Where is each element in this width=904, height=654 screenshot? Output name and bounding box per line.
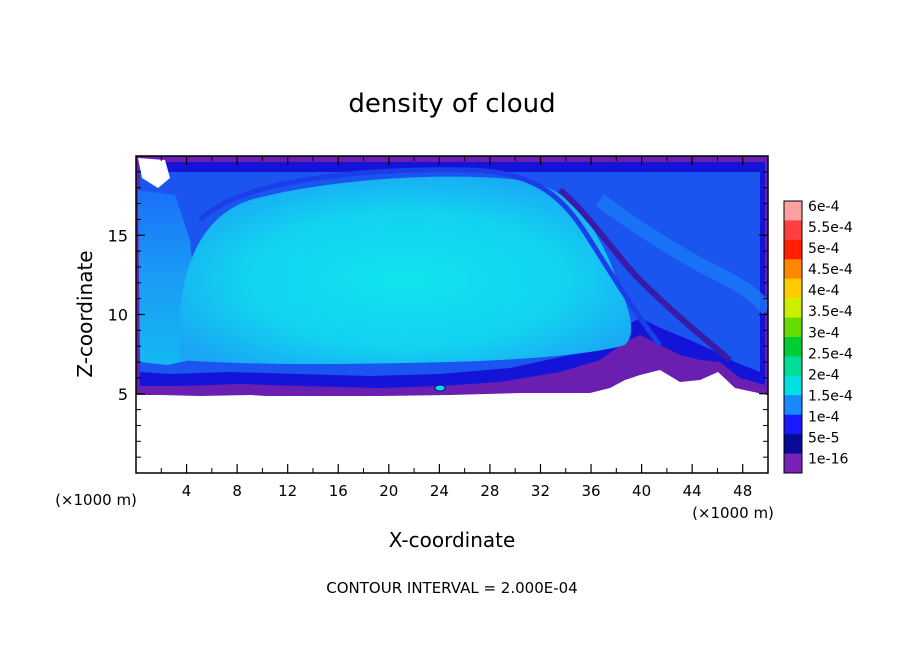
colorbar-swatch xyxy=(784,434,802,455)
x-axis-label: X-coordinate xyxy=(389,528,516,552)
colorbar-label: 3.5e-4 xyxy=(808,304,853,320)
colorbar-frame xyxy=(783,200,803,474)
contour-interval-note: CONTOUR INTERVAL = 2.000E-04 xyxy=(326,579,577,597)
x-tick-label: 12 xyxy=(278,482,297,500)
colorbar-swatch xyxy=(784,337,802,357)
hotspot xyxy=(434,384,446,392)
dome-core xyxy=(179,176,632,364)
colorbar-swatch xyxy=(784,395,802,416)
x-tick-label: 28 xyxy=(480,482,499,500)
x-tick-label: 24 xyxy=(430,482,449,500)
plot-area xyxy=(136,156,768,473)
below-cloud-base xyxy=(137,396,767,472)
colorbar-swatch xyxy=(784,259,802,280)
colorbar-swatch xyxy=(784,278,802,299)
colorbar-label: 1.5e-4 xyxy=(808,388,853,404)
colorbar-swatch xyxy=(784,220,802,241)
x-tick-label: 36 xyxy=(581,482,600,500)
colorbar-label: 4.5e-4 xyxy=(808,262,853,278)
colorbar-swatch xyxy=(784,239,802,260)
y-tick-label: 5 xyxy=(118,385,128,404)
x-tick-label: 44 xyxy=(683,482,702,500)
colorbar-label: 6e-4 xyxy=(808,199,840,215)
x-unit-label-right: (×1000 m) xyxy=(692,504,774,522)
y-axis-label: Z-coordinate xyxy=(73,250,97,377)
colorbar-label: 5.5e-4 xyxy=(808,220,853,236)
colorbar-label: 2.5e-4 xyxy=(808,346,853,362)
colorbar-swatch xyxy=(784,201,802,221)
y-tick-label: 15 xyxy=(108,226,128,245)
colorbar-swatch xyxy=(784,414,802,435)
colorbar-label: 1e-16 xyxy=(808,452,848,468)
x-unit-label-left: (×1000 m) xyxy=(55,491,137,509)
colorbar-label: 4e-4 xyxy=(808,283,840,299)
colorbar-swatch xyxy=(784,453,802,474)
colorbar-swatch xyxy=(784,356,802,377)
left-top-patch xyxy=(138,158,170,188)
x-tick-label: 48 xyxy=(733,482,752,500)
x-tick-label: 40 xyxy=(632,482,651,500)
colorbar: 6e-4 5.5e-4 5e-4 4.5e-4 4e-4 3.5e-4 3e-4 2.5e-4… xyxy=(783,199,853,474)
x-tick-label: 20 xyxy=(379,482,398,500)
x-tick-label: 4 xyxy=(182,482,192,500)
y-axis-ticks: 5 10 15 xyxy=(108,171,768,458)
colorbar-label: 1e-4 xyxy=(808,409,840,425)
colorbar-label: 5e-5 xyxy=(808,431,839,447)
x-tick-label: 16 xyxy=(329,482,348,500)
colorbar-label: 3e-4 xyxy=(808,325,840,341)
y-tick-label: 10 xyxy=(108,306,128,325)
x-axis-ticks: 4 8 12 16 20 24 28 32 36 40 44 48 xyxy=(160,156,752,500)
colorbar-label: 2e-4 xyxy=(808,367,840,383)
x-tick-label: 32 xyxy=(531,482,550,500)
colorbar-swatch xyxy=(784,298,802,319)
colorbar-swatch xyxy=(784,375,802,396)
colorbar-swatch xyxy=(784,317,802,338)
chart-title: density of cloud xyxy=(348,89,555,119)
dome-rim xyxy=(198,167,662,347)
outflow-band-dark xyxy=(558,187,732,363)
x-tick-label: 8 xyxy=(232,482,242,500)
colorbar-label: 5e-4 xyxy=(808,241,840,257)
outflow-band-blue xyxy=(595,194,768,315)
